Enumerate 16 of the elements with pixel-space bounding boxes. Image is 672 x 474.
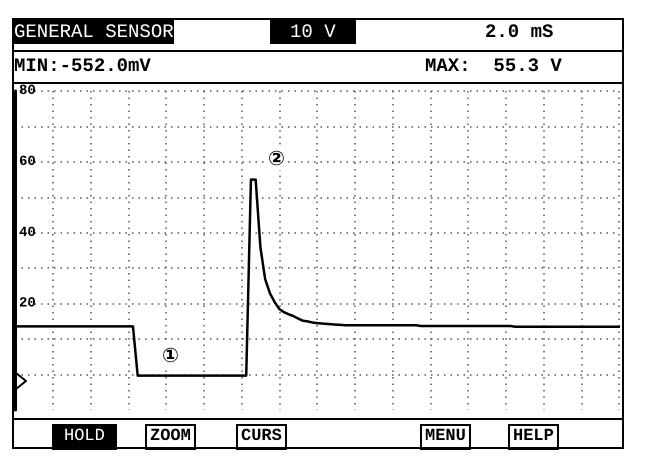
annotation: ① [162, 343, 179, 367]
y-tick-label: 60 [19, 154, 36, 170]
text: MENU [420, 424, 471, 450]
text: HELP [508, 424, 559, 450]
y-tick-label: 80 [19, 83, 36, 99]
text: MAX: 55.3 V [425, 54, 562, 78]
text: 10 V [270, 20, 356, 44]
y-tick-label: 40 [19, 224, 36, 241]
chart-title: GENERAL SENSOR [14, 20, 174, 44]
y-tick-label: 20 [19, 296, 36, 312]
annotation: ② [268, 146, 285, 170]
text: ZOOM [145, 424, 196, 450]
text: 2.0 mS [485, 20, 554, 44]
text: MIN:-552.0mV [14, 54, 151, 78]
text: HOLD [52, 424, 117, 450]
text: CURS [236, 424, 287, 450]
